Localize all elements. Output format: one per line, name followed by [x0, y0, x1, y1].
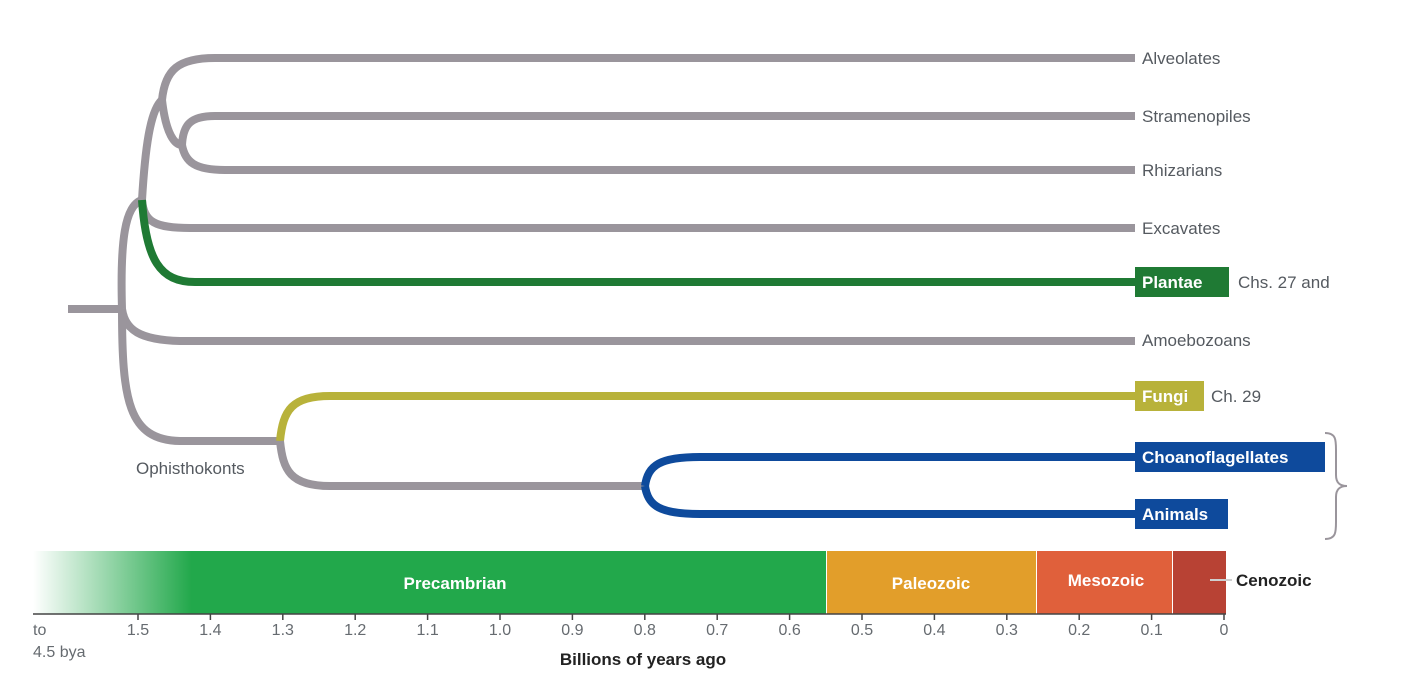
tick-label: 1.1 [416, 622, 438, 639]
label-plantae: Plantae [1142, 273, 1202, 292]
tick-label: 1.5 [127, 622, 149, 639]
label-mesozoic: Mesozoic [1068, 571, 1145, 590]
label-animals: Animals [1142, 505, 1208, 524]
branch-rhizarians [178, 144, 1135, 174]
label-paleozoic: Paleozoic [892, 574, 970, 593]
tick-label: 0.3 [996, 622, 1018, 639]
tick-label: 0 [1220, 622, 1229, 639]
label-precambrian: Precambrian [404, 574, 507, 593]
era-mesozoic [1037, 551, 1172, 614]
branch-excavates [138, 199, 1135, 232]
tick-label: 1.2 [344, 622, 366, 639]
tick-label: 1.4 [199, 622, 221, 639]
branch-stramenopiles [178, 112, 1135, 146]
note-fungi-chapter: Ch. 29 [1211, 387, 1261, 406]
tick-label: 0.9 [561, 622, 583, 639]
branch-amoebozoans [118, 308, 1135, 345]
geologic-time-bar: Precambrian Paleozoic Mesozoic Cenozoic [33, 551, 1312, 615]
tick-label: 0.5 [851, 622, 873, 639]
branch-animals [641, 485, 1135, 518]
branch-to-saracladus [138, 96, 165, 201]
era-cenozoic [1173, 551, 1226, 614]
tick-label: 0.4 [923, 622, 945, 639]
tree [68, 54, 1135, 518]
tick-label: 1.3 [272, 622, 294, 639]
time-axis-ticks: 1.5 1.4 1.3 1.2 1.1 1.0 0.9 0.8 0.7 0.6 0.5 0.4 0.3 0… [127, 614, 1229, 639]
branch-opisthokonts-stem [118, 308, 280, 445]
choanoflagellates-label-box [1135, 442, 1325, 472]
animals-label-box [1135, 499, 1228, 529]
note-plantae-chapters: Chs. 27 and [1238, 273, 1330, 292]
label-stramenopiles: Stramenopiles [1142, 107, 1251, 126]
branch-holozoa-stem [276, 440, 645, 490]
label-alveolates: Alveolates [1142, 49, 1220, 68]
label-fungi: Fungi [1142, 387, 1188, 406]
label-rhizarians: Rhizarians [1142, 161, 1222, 180]
label-excavates: Excavates [1142, 219, 1220, 238]
tick-label: 0.8 [634, 622, 656, 639]
tick-label: 0.6 [778, 622, 800, 639]
branch-fungi [276, 392, 1135, 442]
era-paleozoic [827, 551, 1036, 614]
tick-label: 0.1 [1140, 622, 1162, 639]
label-amoebozoans: Amoebozoans [1142, 331, 1251, 350]
label-opisthokonts: Ophisthokonts [136, 459, 245, 478]
plantae-label-box [1135, 267, 1229, 297]
era-precambrian [33, 551, 826, 614]
label-cenozoic: Cenozoic [1236, 571, 1312, 590]
branch-plantae [138, 199, 1135, 286]
tick-label: 0.2 [1068, 622, 1090, 639]
branch-choanoflagellates [641, 453, 1135, 487]
branch-alveolates [158, 54, 1135, 101]
fungi-label-box [1135, 381, 1204, 411]
axis-start-label-bya: 4.5 bya [33, 644, 86, 661]
axis-start-label-to: to [33, 622, 46, 639]
tick-label: 1.0 [489, 622, 511, 639]
label-choanoflagellates: Choanoflagellates [1142, 448, 1288, 467]
axis-title: Billions of years ago [560, 650, 726, 669]
tick-label: 0.7 [706, 622, 728, 639]
brace-holozoa [1324, 432, 1348, 540]
branch-root-to-upper [117, 196, 144, 310]
